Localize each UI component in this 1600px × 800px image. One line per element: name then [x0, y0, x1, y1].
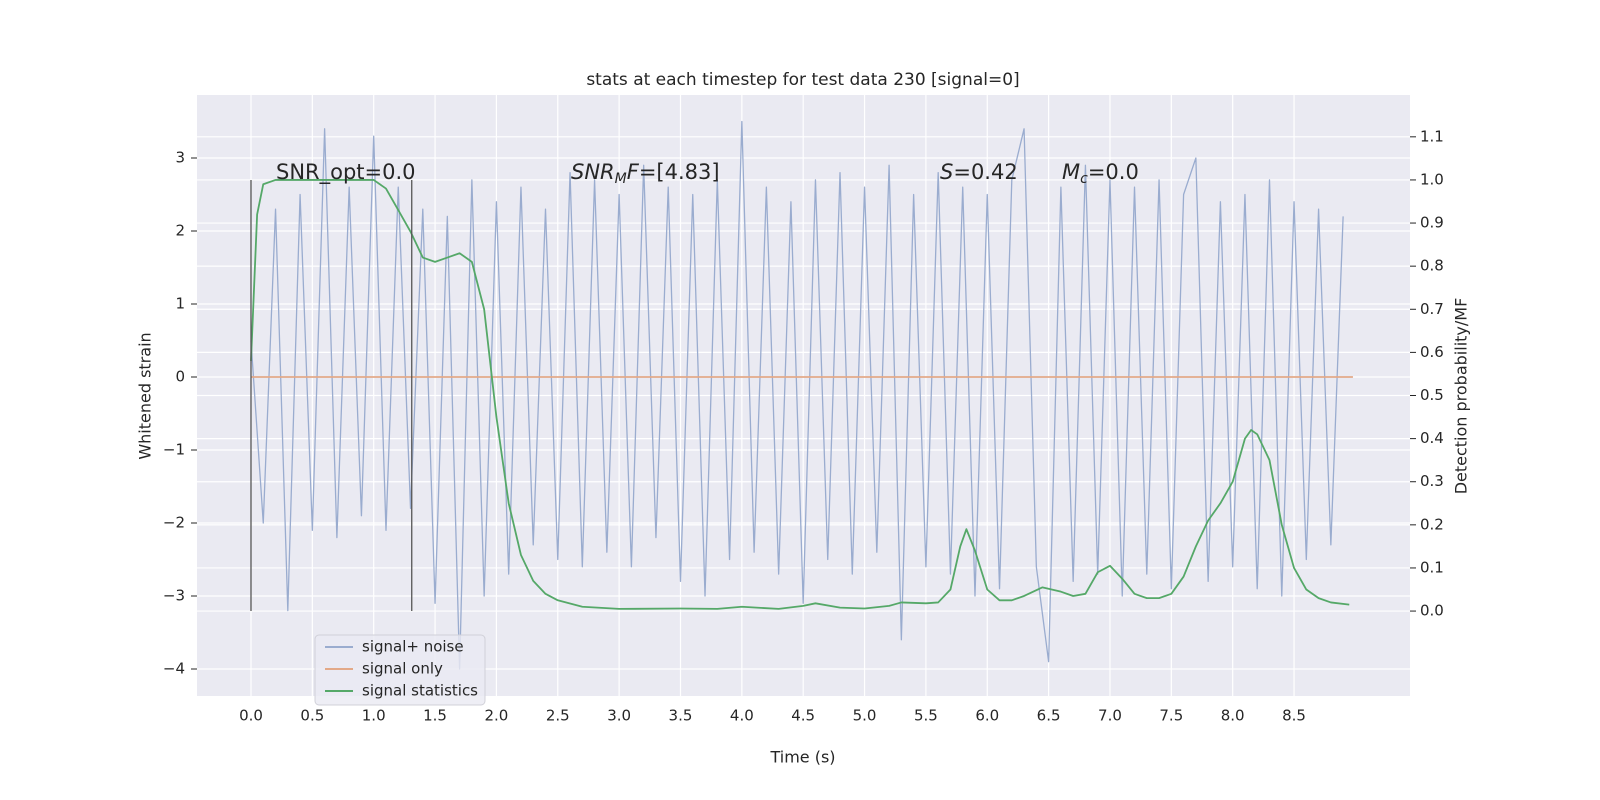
y-tick-label: −4 — [163, 659, 185, 677]
y2-tick-label: 0.1 — [1420, 558, 1444, 576]
y-tick-label: 3 — [175, 148, 185, 166]
annotation-part: F — [627, 160, 640, 184]
annotation-part: =0.42 — [953, 160, 1017, 184]
x-tick-label: 6.0 — [975, 707, 999, 725]
y2-tick-label: 0.8 — [1420, 257, 1444, 275]
y2-tick-label: 0.5 — [1420, 386, 1444, 404]
x-axis-label: Time (s) — [769, 748, 835, 767]
x-tick-label: 5.0 — [853, 707, 877, 725]
y2-tick-label: 0.7 — [1420, 300, 1444, 318]
annotation-part: M — [1062, 160, 1080, 184]
x-tick-label: 7.5 — [1159, 707, 1183, 725]
y2-tick-label: 0.4 — [1420, 429, 1444, 447]
y2-tick-label: 0.2 — [1420, 515, 1444, 533]
y2-axis-label: Detection probability/MF — [1452, 298, 1471, 495]
legend-label: signal+ noise — [362, 638, 464, 656]
y-tick-label: 1 — [175, 294, 185, 312]
x-tick-label: 4.5 — [791, 707, 815, 725]
annotation: SNR_opt=0.0 — [276, 160, 416, 185]
annotation-part: M — [615, 171, 627, 187]
annotation-part: S — [940, 160, 953, 184]
y2-tick-label: 1.0 — [1420, 170, 1444, 188]
x-tick-label: 1.0 — [362, 707, 386, 725]
series-line — [250, 179, 1350, 610]
y2-tick-label: 1.1 — [1420, 127, 1444, 145]
y-tick-label: −1 — [163, 440, 185, 458]
x-tick-label: 0.0 — [239, 707, 263, 725]
x-tick-label: 2.0 — [484, 707, 508, 725]
annotation: S=0.42 — [940, 160, 1018, 184]
annotation-part: =0.0 — [1088, 160, 1139, 184]
x-tick-label: 5.5 — [914, 707, 938, 725]
y2-tick-label: 0.9 — [1420, 214, 1444, 232]
annotation-part: SNR — [571, 160, 615, 184]
legend-label: signal only — [362, 660, 443, 678]
legend-box — [314, 634, 486, 706]
y-tick-label: −3 — [163, 586, 185, 604]
x-tick-label: 2.5 — [546, 707, 570, 725]
series-line — [250, 120, 1344, 670]
x-tick-label: 7.0 — [1098, 707, 1122, 725]
x-tick-label: 8.0 — [1221, 707, 1245, 725]
annotation-part: SNR_opt=0.0 — [276, 160, 416, 185]
x-tick-label: 3.5 — [669, 707, 693, 725]
legend-label: signal statistics — [362, 682, 478, 700]
x-tick-label: 8.5 — [1282, 707, 1306, 725]
annotation-part: c — [1080, 171, 1088, 187]
y-axis-label: Whitened strain — [136, 332, 155, 459]
x-tick-label: 3.0 — [607, 707, 631, 725]
x-tick-label: 1.5 — [423, 707, 447, 725]
y-tick-label: −2 — [163, 513, 185, 531]
x-tick-label: 0.5 — [300, 707, 324, 725]
y-tick-label: 0 — [175, 367, 185, 385]
y-tick-label: 2 — [175, 221, 185, 239]
annotation: Mc=0.0 — [1062, 160, 1139, 187]
annotation-part: =[4.83] — [639, 160, 720, 184]
y2-tick-label: 0.3 — [1420, 472, 1444, 490]
annotation: SNRMF=[4.83] — [571, 160, 720, 187]
y2-tick-label: 0.6 — [1420, 343, 1444, 361]
y2-tick-label: 0.0 — [1420, 602, 1444, 620]
x-tick-label: 6.5 — [1037, 707, 1061, 725]
x-tick-label: 4.0 — [730, 707, 754, 725]
chart-title: stats at each timestep for test data 230… — [586, 70, 1019, 90]
